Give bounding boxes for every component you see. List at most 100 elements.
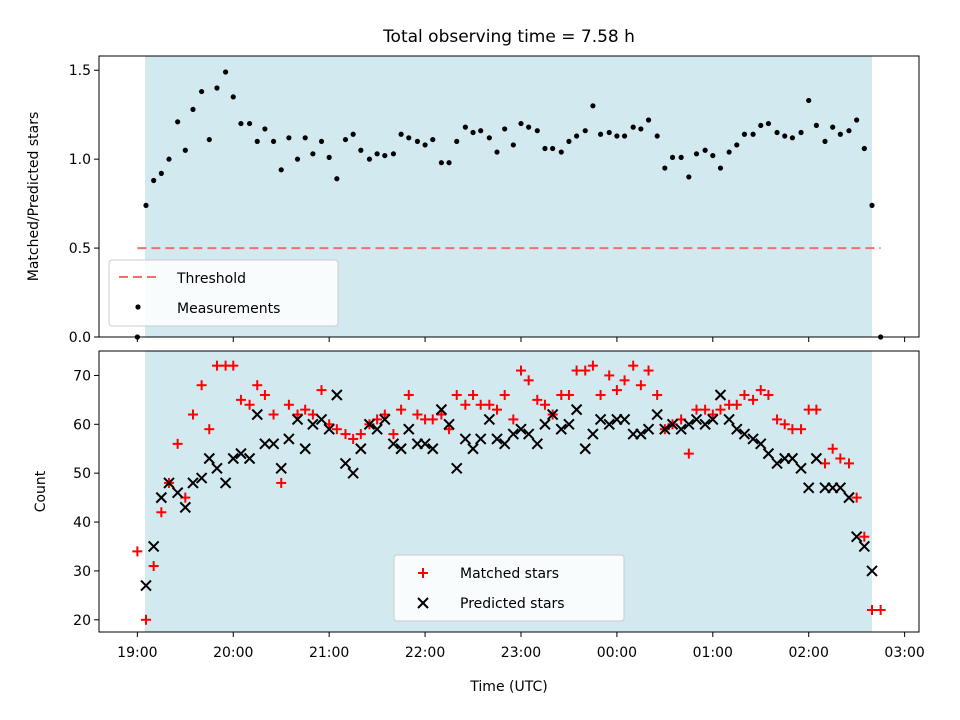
y-tick-label: 30 — [73, 564, 91, 580]
matched-star-point — [235, 394, 246, 405]
matched-star-point — [851, 492, 862, 503]
predicted-star-point — [642, 423, 655, 435]
cross-b — [323, 423, 335, 435]
matched-star-point — [867, 605, 878, 616]
measurement-point — [262, 126, 268, 132]
measurement-point — [741, 131, 748, 137]
matched-star-point — [811, 404, 822, 415]
cross-b — [738, 428, 751, 440]
measurement-point — [846, 128, 852, 134]
measurement-point — [199, 88, 205, 95]
measurement-point — [158, 170, 164, 176]
measurement-point — [837, 131, 843, 137]
measurement-point — [190, 106, 196, 112]
cross-b — [307, 418, 319, 431]
measurement-point — [366, 156, 373, 162]
predicted-star-point — [555, 423, 567, 435]
predicted-star-point — [762, 447, 775, 460]
cross-b — [683, 418, 695, 431]
matched-star-point — [204, 424, 215, 435]
cross-b — [786, 452, 799, 465]
predicted-star-point — [259, 438, 271, 450]
measurement-point — [238, 120, 244, 127]
measurement-point — [230, 94, 236, 100]
measurement-point — [214, 85, 220, 91]
matched-star-point — [172, 438, 183, 449]
cross-b — [483, 413, 496, 426]
predicted-star-point — [459, 433, 472, 445]
matched-star-point — [595, 389, 606, 400]
matched-star-point — [787, 424, 798, 435]
measurement-point — [430, 136, 436, 143]
matched-star-point — [340, 429, 351, 440]
measurement-point — [758, 122, 764, 128]
cross-b — [211, 462, 223, 474]
measurement-point — [286, 135, 292, 141]
matched-star-point — [580, 365, 591, 376]
predicted-star-point — [171, 487, 184, 499]
matched-star-point — [652, 389, 663, 400]
cross-b — [155, 491, 168, 504]
cross-b — [395, 443, 407, 455]
matched-star-point — [475, 399, 486, 410]
matched-star-point — [307, 409, 318, 420]
measurement-point — [454, 138, 460, 144]
predicted-star-point — [427, 443, 439, 455]
matched-star-point — [268, 409, 279, 420]
measurement-point — [510, 142, 516, 148]
matched-star-point — [379, 409, 390, 420]
measurement-point — [294, 156, 301, 162]
measurement-points — [134, 69, 884, 340]
measurement-point — [326, 154, 332, 160]
matched-star-point — [252, 380, 263, 391]
matched-star-point — [148, 561, 159, 572]
measurement-point — [645, 117, 652, 123]
cross-b — [690, 413, 703, 426]
predicted-star-point — [618, 413, 631, 426]
measurement-point — [774, 129, 780, 136]
predicted-star-point — [866, 565, 878, 577]
predicted-star-point — [795, 462, 807, 474]
matched-star-point — [211, 360, 222, 371]
predicted-star-point — [203, 452, 215, 465]
cross-b — [371, 423, 383, 435]
matched-star-point — [532, 394, 543, 405]
predicted-star-point — [587, 428, 599, 440]
measurement-point — [438, 160, 444, 166]
ratio-y-axis-label: Matched/Predicted stars — [26, 112, 42, 282]
predicted-star-point — [531, 438, 543, 450]
predicted-star-point — [227, 452, 239, 465]
matched-star-point — [587, 360, 598, 371]
measurement-point — [166, 156, 172, 162]
measurement-point — [494, 149, 500, 155]
cross-b — [834, 482, 847, 494]
predicted-star-point — [675, 423, 687, 435]
matched-star-point — [283, 399, 294, 410]
cross-b — [379, 413, 391, 426]
predicted-star-point — [659, 423, 671, 435]
measurement-point — [574, 133, 580, 139]
cross-b — [275, 462, 287, 474]
cross-b — [762, 447, 775, 460]
measurement-point — [638, 126, 644, 132]
measurement-point — [782, 133, 788, 139]
measurement-point — [654, 133, 660, 139]
measurement-point — [406, 135, 412, 141]
legend-predicted-marker — [417, 597, 429, 609]
cross-b — [858, 540, 871, 553]
cross-b — [771, 457, 783, 470]
matched-star-point — [563, 389, 574, 400]
matched-star-point — [156, 507, 167, 518]
cross-b — [731, 423, 743, 435]
matched-star-point — [427, 414, 438, 425]
measurement-point — [662, 165, 668, 171]
cross-b — [555, 423, 567, 435]
measurement-point — [789, 135, 796, 141]
predicted-star-point — [403, 423, 415, 435]
matched-star-point — [331, 424, 342, 435]
predicted-star-point — [755, 438, 767, 450]
matched-star-point — [228, 360, 239, 371]
measurement-point — [302, 135, 308, 141]
cross-b — [866, 565, 878, 577]
measurement-point — [798, 129, 804, 136]
